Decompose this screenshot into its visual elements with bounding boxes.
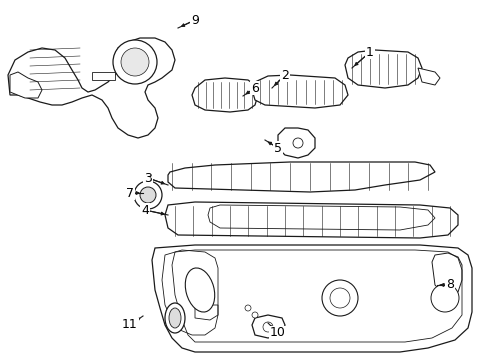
Text: 7: 7 [126, 186, 134, 199]
Text: 5: 5 [273, 141, 282, 154]
Text: 1: 1 [366, 45, 373, 59]
Text: 9: 9 [191, 14, 199, 27]
Circle shape [140, 187, 156, 203]
Polygon shape [251, 315, 285, 338]
Text: 2: 2 [281, 68, 288, 81]
Text: 8: 8 [445, 279, 453, 292]
Circle shape [263, 322, 272, 332]
Text: 6: 6 [250, 81, 259, 95]
Ellipse shape [164, 303, 184, 333]
Text: 3: 3 [144, 171, 152, 185]
Polygon shape [152, 245, 471, 352]
Circle shape [134, 181, 162, 209]
Text: 10: 10 [269, 327, 285, 339]
Polygon shape [168, 162, 434, 192]
Circle shape [113, 40, 157, 84]
Circle shape [321, 280, 357, 316]
Polygon shape [417, 68, 439, 85]
Circle shape [251, 312, 258, 318]
Polygon shape [164, 202, 457, 238]
Circle shape [121, 48, 149, 76]
Text: 11: 11 [122, 319, 138, 332]
Polygon shape [8, 38, 175, 138]
Text: 4: 4 [141, 203, 149, 216]
Ellipse shape [169, 308, 181, 328]
Circle shape [244, 305, 250, 311]
Circle shape [430, 284, 458, 312]
Circle shape [292, 138, 303, 148]
Polygon shape [10, 72, 42, 98]
Polygon shape [251, 75, 347, 108]
Polygon shape [92, 72, 115, 80]
Polygon shape [345, 50, 421, 88]
Ellipse shape [185, 268, 214, 312]
Polygon shape [278, 128, 314, 158]
Polygon shape [192, 78, 258, 112]
